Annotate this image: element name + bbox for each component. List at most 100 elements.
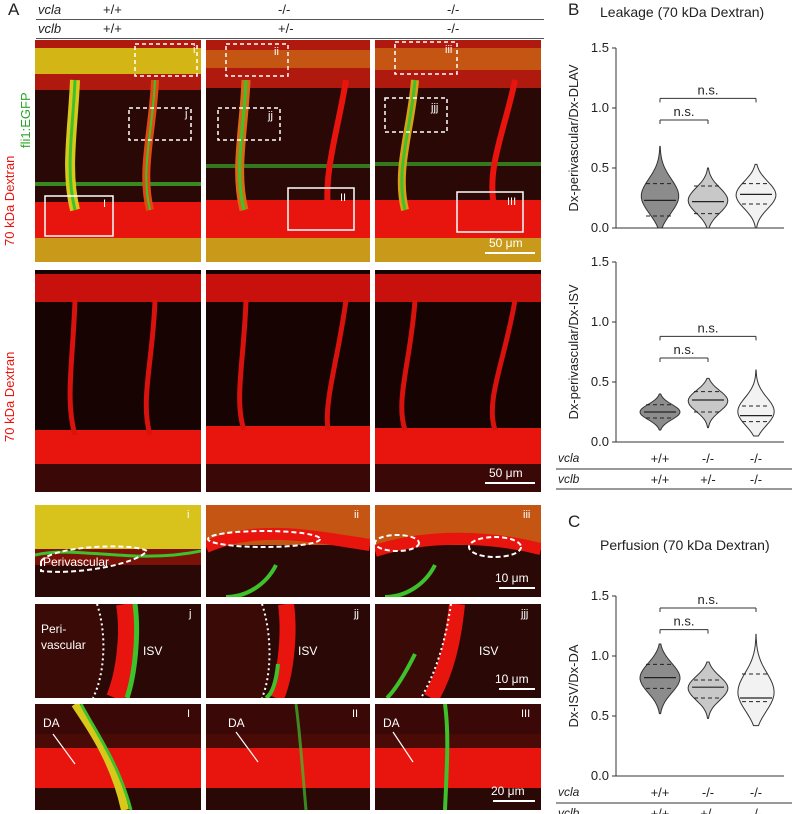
y-tick-label-c-1: 0.5	[591, 708, 609, 723]
geno-vclb-b2-1: +/-	[700, 472, 716, 487]
y-axis-label-b1: Dx-perivascular/Dx-DLAV	[566, 64, 581, 211]
comparison-label-b1-1: n.s.	[698, 82, 719, 97]
geno-vcla-label-c: vcla	[558, 785, 580, 799]
inset-III: III DA 20 μm	[375, 704, 541, 810]
da-label-3: DA	[383, 716, 400, 730]
y-tick-label-b1-1: 0.5	[591, 160, 609, 175]
side-label-dextran-top: 70 kDa Dextran	[2, 155, 17, 246]
header-vclb-label: vclb	[38, 21, 62, 36]
header-vcla-col1: +/+	[103, 2, 122, 17]
panel-c-title: Perfusion (70 kDa Dextran)	[600, 537, 770, 553]
comparison-label-b2-1: n.s.	[698, 320, 719, 335]
inset-j-label: j	[189, 608, 192, 620]
comparison-label-b2-0: n.s.	[674, 342, 695, 357]
y-tick-label-c-2: 1.0	[591, 648, 609, 663]
header-vcla-col3: -/-	[447, 2, 460, 17]
geno-vcla-b2-0: +/+	[651, 451, 670, 466]
inset-j: j Peri- vascular ISV	[35, 604, 201, 698]
micrograph-merge-ko: iii jjj III 50 μm	[375, 40, 541, 262]
box-label-iii: iii	[445, 44, 453, 56]
y-tick-label-c-3: 1.5	[591, 588, 609, 603]
header-divider	[36, 19, 544, 20]
geno-vcla-b2-1: -/-	[702, 451, 714, 466]
side-label-egfp: fli1:EGFP	[18, 92, 33, 148]
violin-b1-0	[640, 145, 680, 229]
inset-ii: ii	[206, 505, 370, 597]
geno-vclb-c-1: +/-	[700, 806, 716, 814]
geno-vcla-c-1: -/-	[702, 785, 714, 800]
geno-vclb-label-c: vclb	[558, 806, 580, 814]
scalebar-mid	[485, 482, 535, 484]
panel-b-title: Leakage (70 kDa Dextran)	[600, 4, 765, 20]
scalebar-row3	[499, 587, 535, 589]
inset-i-label: i	[187, 509, 190, 521]
violin-c-1	[687, 661, 729, 719]
y-tick-label-b2-0: 0.0	[591, 434, 609, 449]
side-label-dextran-mid: 70 kDa Dextran	[2, 351, 17, 442]
y-tick-label-b2-1: 0.5	[591, 374, 609, 389]
inset-iii: iii 10 μm	[375, 505, 541, 597]
y-tick-label-b1-3: 1.5	[591, 40, 609, 55]
inset-I-label: I	[187, 708, 191, 720]
box-label-I: I	[103, 198, 107, 210]
y-tick-label-b1-2: 1.0	[591, 100, 609, 115]
perivascular-split-label-1: Peri-	[41, 622, 67, 636]
comparison-label-b1-0: n.s.	[674, 104, 695, 119]
scalebar-row4	[499, 688, 535, 690]
geno-vcla-c-2: -/-	[750, 785, 762, 800]
micrograph-dextran-ko: 50 μm	[375, 270, 541, 492]
geno-vcla-label-b2: vcla	[558, 451, 580, 465]
violin-b2-2	[737, 369, 775, 437]
da-label-1: DA	[43, 716, 60, 730]
header-vclb-col2: +/-	[278, 21, 294, 36]
scalebar-row5-label: 20 μm	[491, 784, 525, 798]
header-vclb-col1: +/+	[103, 21, 122, 36]
geno-vclb-b2-0: +/+	[651, 472, 670, 487]
y-tick-label-b2-2: 1.0	[591, 314, 609, 329]
inset-I: I DA	[35, 704, 201, 810]
inset-jjj: jjj ISV 10 μm	[375, 604, 541, 698]
geno-vclb-label-b2: vclb	[558, 472, 580, 486]
inset-II-label: II	[352, 708, 359, 720]
violin-c-0	[639, 643, 681, 715]
violin-charts: 0.00.51.01.5Dx-perivascular/Dx-DLAV n.s.n…	[556, 40, 792, 814]
inset-jj: jj ISV	[206, 604, 370, 698]
inset-II: II DA	[206, 704, 370, 810]
perivascular-label: Perivascular	[43, 555, 110, 569]
inset-ii-label: ii	[354, 509, 359, 521]
scalebar-top	[485, 252, 535, 254]
y-tick-label-b1-0: 0.0	[591, 220, 609, 235]
micrograph-dextran-het	[206, 270, 370, 492]
comparison-label-c-0: n.s.	[674, 614, 695, 629]
box-label-jjj: jjj	[431, 102, 439, 114]
panel-a-letter: A	[8, 0, 20, 19]
panel-b-letter: B	[568, 0, 580, 19]
y-axis-label-b2: Dx-perivascular/Dx-ISV	[566, 284, 581, 419]
violin-b2-1	[687, 377, 729, 429]
geno-vclb-c-0: +/+	[651, 806, 670, 814]
micrograph-merge-het: ii jj II	[206, 40, 370, 262]
y-tick-label-b2-3: 1.5	[591, 254, 609, 269]
y-tick-label-c-0: 0.0	[591, 768, 609, 783]
micrograph-merge-wt: i j I	[35, 40, 201, 262]
inset-i: i Perivascular	[35, 505, 201, 597]
box-label-III: III	[507, 196, 517, 208]
geno-vclb-c-2: -/-	[750, 806, 762, 814]
header-divider-2	[36, 38, 544, 39]
box-label-II: II	[340, 192, 347, 204]
box-label-ii: ii	[274, 46, 279, 58]
scalebar-row4-label: 10 μm	[495, 672, 529, 686]
geno-vclb-b2-2: -/-	[750, 472, 762, 487]
violin-c-2	[737, 633, 775, 727]
panel-c-letter: C	[568, 512, 581, 531]
scalebar-row5	[493, 800, 535, 802]
box-label-j: j	[185, 108, 188, 120]
scalebar-mid-label: 50 μm	[489, 466, 523, 480]
header-vclb-col3: -/-	[447, 21, 460, 36]
isv-label-2: ISV	[298, 644, 318, 658]
box-label-jj: jj	[268, 110, 273, 122]
box-label-i: i	[193, 44, 196, 56]
isv-label-1: ISV	[143, 644, 163, 658]
comparison-label-c-1: n.s.	[698, 592, 719, 607]
violin-b1-1	[687, 167, 729, 229]
